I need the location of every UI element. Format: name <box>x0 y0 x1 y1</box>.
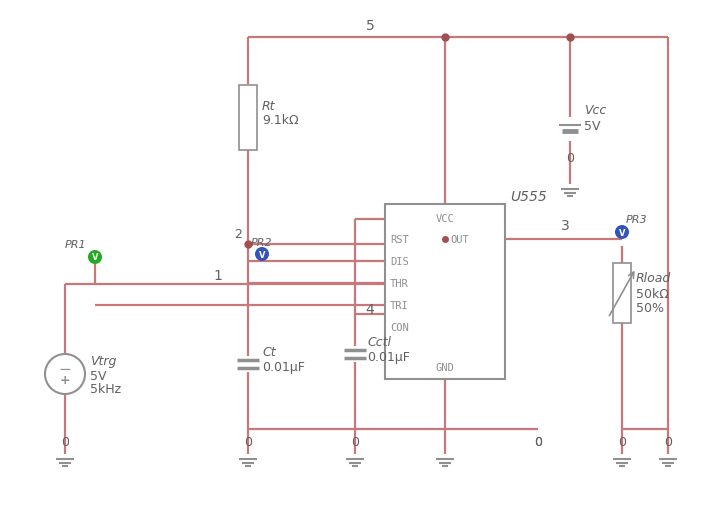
Text: 0: 0 <box>618 436 626 448</box>
Circle shape <box>45 354 85 394</box>
Text: 5V: 5V <box>90 369 107 382</box>
Text: THR: THR <box>390 278 409 289</box>
Text: 0: 0 <box>244 436 252 448</box>
Text: PR2: PR2 <box>251 238 273 247</box>
Text: Vtrg: Vtrg <box>90 355 116 368</box>
Text: 5kHz: 5kHz <box>90 383 121 395</box>
Text: Rload: Rload <box>636 271 671 284</box>
Text: CON: CON <box>390 322 409 332</box>
Text: 0.01μF: 0.01μF <box>367 351 410 364</box>
Text: 5: 5 <box>366 19 374 33</box>
Text: 0.01μF: 0.01μF <box>262 361 305 374</box>
Text: DIS: DIS <box>390 257 409 267</box>
Text: 4: 4 <box>366 302 374 317</box>
Text: OUT: OUT <box>450 235 469 244</box>
Bar <box>239 86 257 150</box>
Text: 0: 0 <box>664 436 672 448</box>
Text: TRI: TRI <box>390 300 409 310</box>
Text: GND: GND <box>435 362 454 372</box>
Text: PR1: PR1 <box>65 240 87 249</box>
Text: Ct: Ct <box>262 346 275 359</box>
Text: 3: 3 <box>561 218 570 233</box>
Text: 0: 0 <box>351 436 359 448</box>
Text: V: V <box>92 253 98 262</box>
Circle shape <box>255 247 269 262</box>
Circle shape <box>615 225 629 240</box>
Text: 50kΩ: 50kΩ <box>636 287 669 300</box>
Text: 1: 1 <box>213 268 223 282</box>
Text: Rt: Rt <box>262 99 275 112</box>
Text: 0: 0 <box>534 436 542 448</box>
Text: PR3: PR3 <box>626 215 647 224</box>
Text: −: − <box>58 361 71 376</box>
Text: V: V <box>259 250 265 259</box>
Text: 2: 2 <box>234 227 242 240</box>
Text: 0: 0 <box>61 436 69 448</box>
Text: 50%: 50% <box>636 301 664 314</box>
Text: 5V: 5V <box>584 119 601 132</box>
Text: RST: RST <box>390 235 409 244</box>
Text: VCC: VCC <box>435 214 454 223</box>
Text: 9.1kΩ: 9.1kΩ <box>262 114 298 126</box>
Text: 0: 0 <box>566 151 574 164</box>
Text: Vcc: Vcc <box>584 103 606 116</box>
Circle shape <box>88 250 102 265</box>
Text: 0: 0 <box>534 436 542 448</box>
Text: +: + <box>60 374 71 387</box>
Text: Cctl: Cctl <box>367 335 391 348</box>
Bar <box>613 264 631 323</box>
Text: U555: U555 <box>510 190 547 204</box>
Text: V: V <box>619 228 625 237</box>
Bar <box>385 205 505 379</box>
